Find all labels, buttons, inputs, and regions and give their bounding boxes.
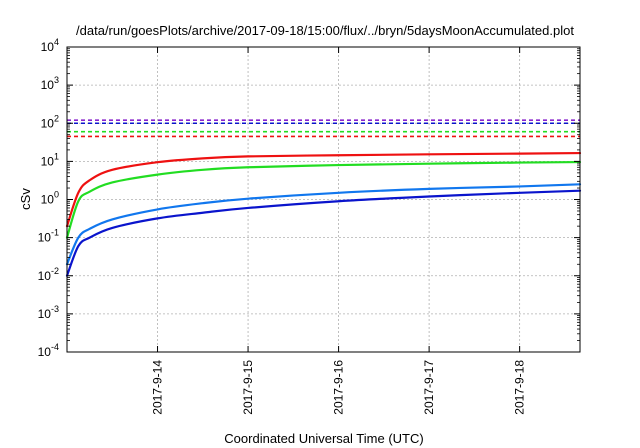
y-tick-labels: 10-4 10-3 10-2 10-1 100 101 102 103 104 <box>38 37 59 359</box>
y-tick-label: 104 <box>41 37 59 54</box>
y-tick-label: 100 <box>41 190 59 207</box>
series-layer <box>65 119 582 277</box>
series-1-line <box>65 160 582 239</box>
series-2-line <box>65 183 582 266</box>
y-axis-label: cSv <box>18 188 33 210</box>
y-tick-label: 102 <box>41 113 59 130</box>
x-tick-label: 2017-9-14 <box>151 360 165 415</box>
series-0-line <box>65 151 582 228</box>
x-tick-label: 2017-9-15 <box>241 360 255 415</box>
y-tick-label: 103 <box>41 75 59 92</box>
x-tick-labels: 2017-9-14 2017-9-15 2017-9-16 2017-9-17 2017… <box>151 360 527 415</box>
x-tick-label: 2017-9-17 <box>422 360 436 415</box>
y-tick-label: 10-1 <box>38 228 59 245</box>
x-tick-label: 2017-9-16 <box>332 360 346 415</box>
chart-title: /data/run/goesPlots/archive/2017-09-18/1… <box>76 23 574 38</box>
series-3-line <box>65 189 582 277</box>
grid <box>67 47 580 352</box>
x-axis-label: Coordinated Universal Time (UTC) <box>224 431 423 446</box>
y-tick-label: 101 <box>41 151 59 168</box>
y-tick-label: 10-4 <box>38 342 59 359</box>
y-tick-label: 10-2 <box>38 266 59 283</box>
y-tick-label: 10-3 <box>38 304 59 321</box>
x-tick-label: 2017-9-18 <box>513 360 527 415</box>
ticks <box>67 46 580 353</box>
